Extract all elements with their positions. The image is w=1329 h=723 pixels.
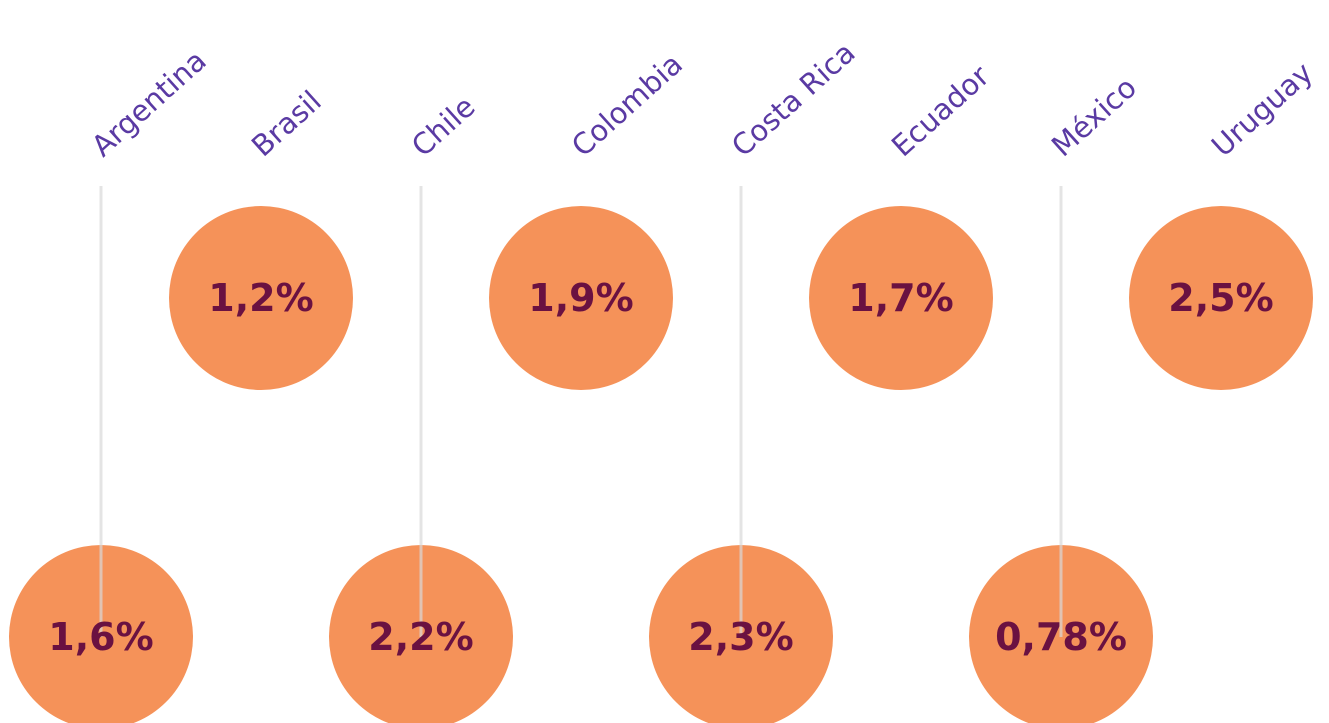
value-label: 1,7% — [848, 276, 953, 320]
value-label: 1,9% — [528, 276, 633, 320]
country-label: Brasil — [245, 84, 328, 163]
country-label: México — [1045, 70, 1143, 163]
value-label: 0,78% — [995, 615, 1127, 659]
country-label: Costa Rica — [725, 35, 862, 163]
value-label: 2,2% — [368, 615, 473, 659]
value-label: 2,5% — [1168, 276, 1273, 320]
country-label: Ecuador — [885, 59, 996, 164]
value-circle — [169, 206, 353, 390]
value-circle — [489, 206, 673, 390]
value-label: 1,2% — [208, 276, 313, 320]
country-label: Colombia — [565, 47, 689, 163]
value-circle — [809, 206, 993, 390]
value-label: 1,6% — [48, 615, 153, 659]
country-label: Uruguay — [1205, 55, 1319, 163]
value-circle — [1129, 206, 1313, 390]
value-label: 2,3% — [688, 615, 793, 659]
country-label: Argentina — [85, 43, 213, 163]
country-label: Chile — [405, 89, 482, 163]
